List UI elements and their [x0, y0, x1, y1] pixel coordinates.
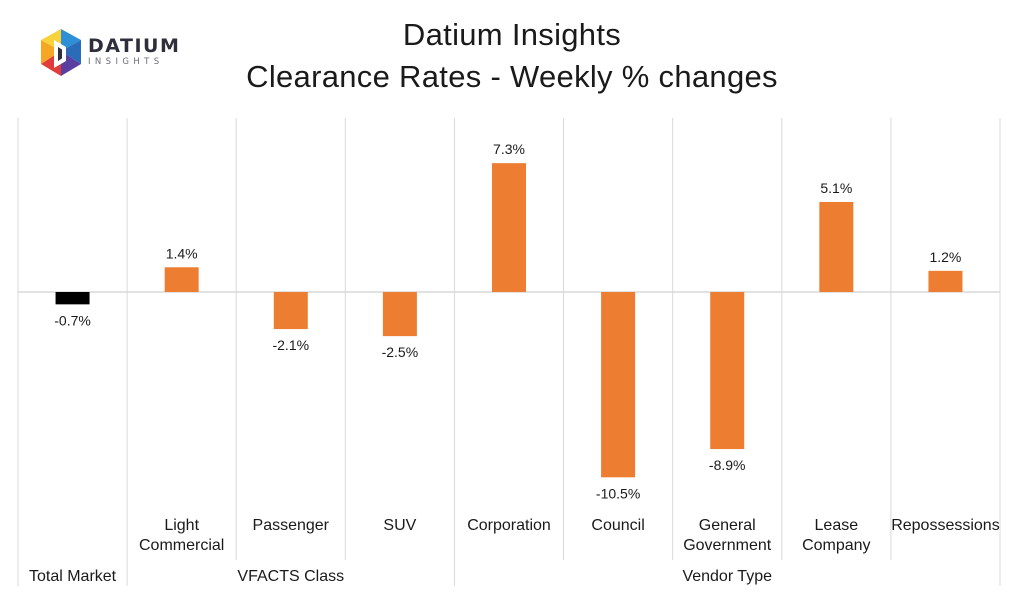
- bar-repossessions: [928, 270, 963, 292]
- datium-logo-icon: [41, 29, 81, 76]
- data-label: 5.1%: [820, 180, 852, 196]
- title-line-2: Clearance Rates - Weekly % changes: [246, 59, 778, 94]
- group-label: Vendor Type: [682, 568, 772, 585]
- bar-lease-company: [819, 201, 854, 292]
- data-label: 7.3%: [493, 141, 525, 157]
- data-label: -10.5%: [596, 485, 640, 501]
- category-label: Repossessions: [891, 517, 1000, 534]
- group-label: Total Market: [29, 568, 117, 585]
- category-label: Lease: [815, 517, 859, 534]
- bar-suv: [382, 292, 417, 337]
- logo-name: DATIUM: [88, 35, 181, 57]
- data-label: 1.2%: [929, 249, 961, 265]
- category-label: Commercial: [139, 537, 224, 554]
- data-label: -2.1%: [272, 337, 309, 353]
- bar-passenger: [273, 292, 308, 330]
- bar-light-commercial: [164, 267, 199, 292]
- title-line-1: Datium Insights: [402, 17, 622, 52]
- category-label: Government: [683, 537, 772, 554]
- category-label: Company: [802, 537, 870, 554]
- bar-general-government: [710, 292, 745, 450]
- category-label: SUV: [383, 517, 416, 534]
- data-label: -2.5%: [382, 344, 419, 360]
- data-label: -8.9%: [709, 457, 746, 473]
- chart-title: Datium Insights Clearance Rates - Weekly…: [0, 14, 1024, 98]
- category-label: General: [699, 517, 756, 534]
- datium-logo: DATIUM INSIGHTS: [36, 26, 196, 82]
- data-label: 1.4%: [166, 245, 198, 261]
- bar-council: [601, 292, 636, 478]
- category-label: Council: [591, 517, 644, 534]
- category-label: Light: [164, 517, 199, 534]
- bar-corporation: [492, 163, 526, 292]
- data-label: -0.7%: [54, 312, 91, 328]
- group-label: VFACTS Class: [237, 568, 344, 585]
- category-label: Corporation: [467, 517, 551, 534]
- logo-tagline: INSIGHTS: [88, 57, 164, 67]
- category-label: Passenger: [253, 517, 330, 534]
- bar-total-market: [55, 292, 90, 305]
